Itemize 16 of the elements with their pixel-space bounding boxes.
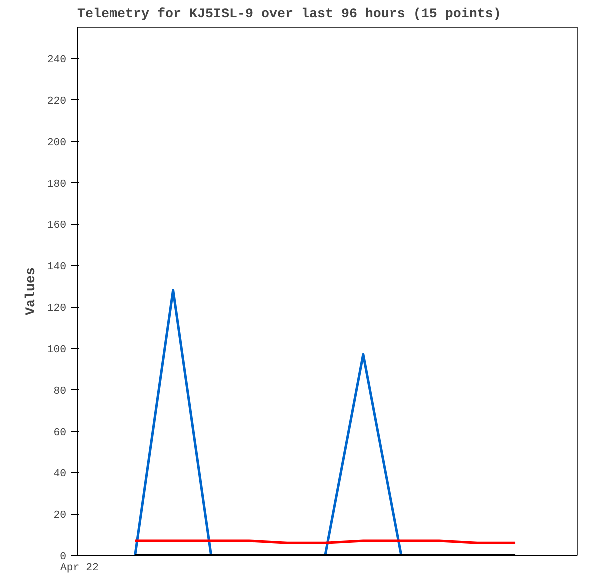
- y-axis-title: Values: [24, 267, 40, 316]
- y-tick-label: 20: [54, 510, 67, 522]
- y-tick-label: 240: [47, 54, 67, 67]
- y-tick-label: 140: [47, 262, 67, 274]
- y-tick-label: 220: [47, 96, 67, 108]
- chart-title: Telemetry for KJ5ISL-9 over last 96 hours (15 points): [78, 8, 502, 22]
- y-tick-label: 200: [47, 137, 67, 150]
- y-tick-label: 160: [47, 220, 67, 232]
- y-tick-label: 0: [60, 552, 67, 564]
- text: Apr 22: [60, 562, 99, 574]
- y-tick-label: 40: [54, 468, 67, 481]
- y-tick-label: 120: [47, 303, 67, 316]
- y-tick-label: 100: [47, 344, 67, 356]
- y-tick-label: 180: [47, 178, 67, 191]
- y-tick-label: 60: [54, 427, 67, 440]
- y-tick-label: 80: [54, 386, 67, 398]
